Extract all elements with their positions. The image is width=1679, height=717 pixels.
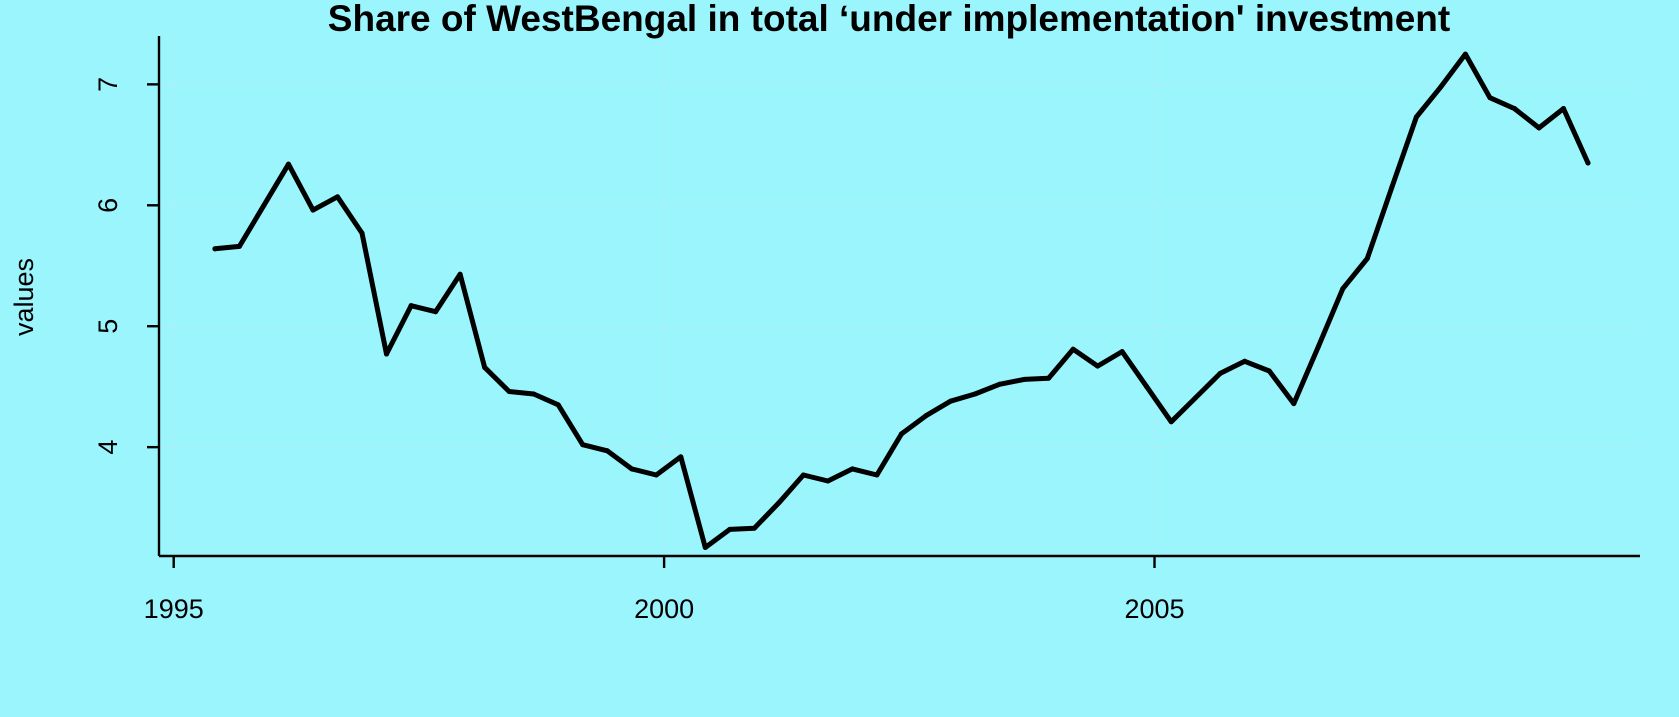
data-point bbox=[923, 413, 929, 419]
data-point bbox=[482, 364, 488, 370]
data-point bbox=[1340, 286, 1346, 292]
data-point bbox=[555, 402, 561, 408]
data-point bbox=[1021, 376, 1027, 382]
data-point bbox=[1070, 346, 1076, 352]
data-point bbox=[506, 389, 512, 395]
data-point bbox=[261, 202, 267, 208]
data-point bbox=[457, 271, 463, 277]
data-point bbox=[727, 526, 733, 532]
data-point bbox=[1487, 95, 1493, 101]
data-point bbox=[1291, 401, 1297, 407]
data-point bbox=[1119, 349, 1125, 355]
data-point bbox=[285, 161, 291, 167]
x-tick-label: 2005 bbox=[1124, 594, 1184, 624]
data-point bbox=[800, 472, 806, 478]
data-point bbox=[972, 391, 978, 397]
data-point bbox=[1168, 419, 1174, 425]
y-axis-label: values bbox=[9, 258, 39, 336]
data-point bbox=[1364, 256, 1370, 262]
data-point bbox=[1438, 84, 1444, 90]
data-point bbox=[359, 230, 365, 236]
data-point bbox=[1046, 375, 1052, 381]
data-point bbox=[702, 545, 708, 551]
data-point bbox=[580, 442, 586, 448]
data-point bbox=[1585, 160, 1591, 166]
y-tick-label: 6 bbox=[93, 198, 123, 213]
data-point bbox=[1413, 114, 1419, 120]
data-point bbox=[1217, 370, 1223, 376]
data-point bbox=[997, 381, 1003, 387]
data-point bbox=[1536, 125, 1542, 131]
data-point bbox=[1560, 106, 1566, 112]
data-point bbox=[678, 454, 684, 460]
data-point bbox=[948, 398, 954, 404]
data-point bbox=[604, 448, 610, 454]
data-point bbox=[653, 472, 659, 478]
data-point bbox=[1095, 363, 1101, 369]
y-tick-label: 4 bbox=[93, 440, 123, 455]
data-point bbox=[898, 431, 904, 437]
data-point bbox=[629, 466, 635, 472]
x-tick-label: 2000 bbox=[634, 594, 694, 624]
data-point bbox=[384, 351, 390, 357]
y-tick-label: 7 bbox=[93, 77, 123, 92]
data-point bbox=[408, 303, 414, 309]
data-point bbox=[1242, 358, 1248, 364]
series-line bbox=[212, 51, 1591, 550]
data-point bbox=[1315, 344, 1321, 350]
data-point bbox=[1266, 368, 1272, 374]
data-point bbox=[1389, 184, 1395, 190]
data-point bbox=[1144, 384, 1150, 390]
data-point bbox=[825, 478, 831, 484]
data-point bbox=[1462, 51, 1468, 57]
data-point bbox=[874, 472, 880, 478]
x-tick-label: 1995 bbox=[144, 594, 204, 624]
axes: 1995 2000 2005 4 5 6 7 bbox=[93, 36, 1640, 624]
data-point bbox=[433, 309, 439, 315]
data-point bbox=[1511, 106, 1517, 112]
data-point bbox=[310, 207, 316, 213]
y-tick-label: 5 bbox=[93, 319, 123, 334]
data-point bbox=[849, 466, 855, 472]
data-point bbox=[1193, 395, 1199, 401]
data-point bbox=[212, 246, 218, 252]
data-point bbox=[751, 525, 757, 531]
data-point bbox=[776, 500, 782, 506]
data-point bbox=[335, 194, 341, 200]
series-layer bbox=[212, 51, 1591, 551]
data-point bbox=[531, 391, 537, 397]
data-point bbox=[236, 243, 242, 249]
chart-title: Share of WestBengal in total ‘under impl… bbox=[328, 0, 1450, 39]
